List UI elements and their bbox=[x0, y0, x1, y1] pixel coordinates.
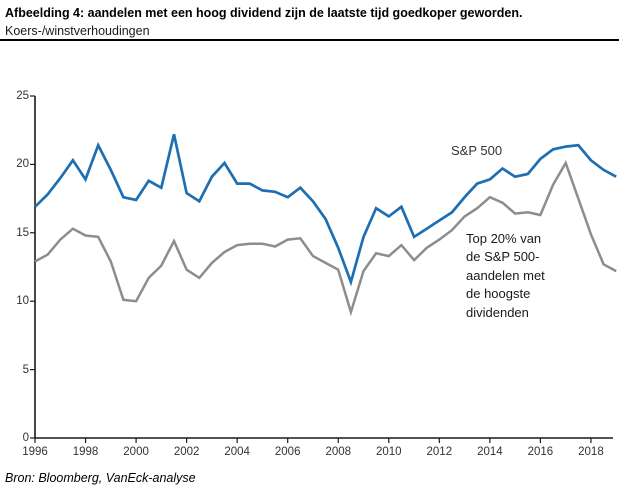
top20-label-line: de S&P 500- bbox=[466, 249, 540, 265]
x-tick-label: 2016 bbox=[527, 446, 554, 458]
top20-series-label: Top 20% van de S&P 500- aandelen met de … bbox=[466, 230, 545, 322]
header-divider bbox=[0, 39, 619, 41]
top20-label-line: Top 20% van bbox=[466, 231, 542, 246]
y-tick-label: 15 bbox=[16, 226, 29, 239]
x-tick-label: 1998 bbox=[72, 446, 99, 458]
y-tick-label: 25 bbox=[16, 90, 29, 102]
figure-header: Afbeelding 4: aandelen met een hoog divi… bbox=[5, 5, 615, 39]
top20-label-line: aandelen met bbox=[466, 267, 545, 283]
y-tick-label: 0 bbox=[22, 432, 29, 444]
top20-line-series bbox=[34, 160, 617, 317]
x-tick-label: 2004 bbox=[224, 446, 250, 458]
top20-label-line: de hoogste bbox=[466, 286, 531, 302]
y-tick-label: 20 bbox=[16, 158, 29, 171]
x-tick-label: 2002 bbox=[173, 446, 200, 458]
x-tick-label: 2014 bbox=[477, 446, 503, 458]
sp500-series-label: S&P 500 bbox=[451, 143, 503, 158]
x-tick-label: 2012 bbox=[426, 446, 453, 458]
x-tick-label: 2000 bbox=[123, 446, 149, 458]
x-tick-label: 2006 bbox=[274, 446, 301, 458]
x-tick-label: 2008 bbox=[325, 446, 352, 458]
y-tick-label: 10 bbox=[16, 295, 29, 308]
source-note: Bron: Bloomberg, VanEck-analyse bbox=[5, 471, 196, 485]
y-tick-label: 5 bbox=[22, 363, 29, 376]
x-tick-label: 2018 bbox=[578, 446, 604, 458]
x-tick-label: 1996 bbox=[22, 446, 48, 458]
chart-subtitle: Koers-/winstverhoudingen bbox=[5, 24, 150, 38]
x-tick-label: 2010 bbox=[375, 446, 402, 458]
top20-label-line: dividenden bbox=[466, 304, 529, 320]
page-title: Afbeelding 4: aandelen met een hoog divi… bbox=[5, 6, 523, 20]
sp500-line-series bbox=[34, 133, 617, 287]
